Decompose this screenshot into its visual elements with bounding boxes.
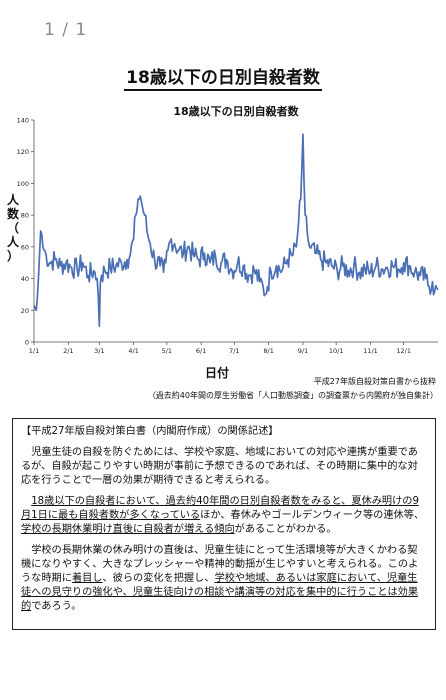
- plain-text: 学校の長期休業の休み明けの直後は、児童生徒にとって生活環境等が大きくかわる契機に…: [21, 545, 419, 584]
- excerpt-paragraph-1: 児童生徒の自殺を防ぐためには、学校や家庭、地域においての対応や連携が重要であるが…: [21, 447, 418, 486]
- x-tick-label: 4/1: [128, 347, 138, 355]
- chart-title: 18歳以下の日別自殺者数: [173, 104, 299, 118]
- document-title: 18歳以下の日別自殺者数: [0, 63, 446, 91]
- document-title-text: 18歳以下の日別自殺者数: [124, 68, 322, 91]
- x-tick-label: 1/1: [29, 347, 39, 355]
- underlined-text: 学校や地域、あるいは家庭において、児童生徒への見守りの強化や、児童生徒向けの相談…: [21, 573, 419, 612]
- x-tick-label: 12/1: [396, 347, 411, 355]
- daily-suicides-chart: 18歳以下の日別自殺者数 0 20 40 60 80 100 120 140 1/1 2/1 3/1 4…: [17, 104, 439, 355]
- page-indicator: 1 / 1: [44, 20, 88, 40]
- plain-text: があることがわかる。: [234, 524, 337, 535]
- x-tick-label: 11/1: [363, 347, 378, 355]
- x-tick-label: 8/1: [263, 347, 273, 355]
- y-tick-label: 40: [21, 275, 29, 283]
- ylabel-char: 人: [6, 235, 19, 249]
- y-tick-label: 60: [21, 243, 29, 251]
- underlined-text: 学校の長期休業明け直後に自殺者が増える傾向: [21, 524, 235, 535]
- x-tick-label: 3/1: [94, 347, 104, 355]
- y-tick-label: 120: [17, 148, 29, 156]
- ylabel-char: ）: [6, 249, 19, 263]
- excerpt-paragraph-3: 学校の長期休業の休み明けの直後は、児童生徒にとって生活環境等が大きくかわる契機に…: [21, 544, 427, 614]
- chart-ylabel: 人 数 （ 人 ）: [6, 193, 20, 263]
- chart-container: 18歳以下の日別自殺者数 0 20 40 60 80 100 120 140 1/1 2/1 3/1 4…: [6, 104, 440, 404]
- underlined-text: 18歳以下の自殺者において、過去約40年間の日別自殺者数をみると、夏休み明けの9…: [21, 496, 419, 521]
- excerpt-paragraph-2: 18歳以下の自殺者において、過去約40年間の日別自殺者数をみると、夏休み明けの9…: [21, 495, 427, 537]
- underlined-text: 着目し: [71, 573, 103, 584]
- ylabel-char: 数: [6, 207, 19, 221]
- x-tick-label: 9/1: [298, 347, 308, 355]
- x-tick-label: 2/1: [63, 347, 73, 355]
- x-tick-label: 7/1: [229, 347, 239, 355]
- y-tick-label: 100: [17, 180, 29, 188]
- ylabel-char: 人: [6, 193, 19, 207]
- chart-xlabel: 日付: [205, 366, 230, 380]
- plain-text: 、彼らの変化を把握し、: [102, 573, 215, 584]
- y-tick-label: 20: [21, 307, 29, 315]
- ylabel-char: （: [6, 221, 19, 235]
- source-detail: （過去約40年間の厚生労働省「人口動態調査」の調査票から内閣府が独自集計）: [147, 391, 438, 400]
- white-paper-excerpt-box: 【平成27年版自殺対策白書（内閣府作成）の関係記述】 児童生徒の自殺を防ぐために…: [12, 418, 436, 630]
- series-line: [33, 133, 439, 327]
- excerpt-heading: 【平成27年版自殺対策白書（内閣府作成）の関係記述】: [21, 426, 279, 437]
- y-tick-label: 80: [21, 212, 29, 220]
- y-tick-label: 0: [25, 339, 29, 347]
- x-tick-label: 6/1: [196, 347, 206, 355]
- y-tick-label: 140: [17, 117, 29, 125]
- source-note: 平成27年版自殺対策白書から抜粋: [313, 377, 436, 386]
- x-tick-label: 5/1: [162, 347, 172, 355]
- plain-text: であろう。: [31, 601, 82, 612]
- plain-text: ほか、春休みやゴールデンウィーク等の連休等、: [200, 510, 425, 521]
- x-tick-label: 10/1: [329, 347, 344, 355]
